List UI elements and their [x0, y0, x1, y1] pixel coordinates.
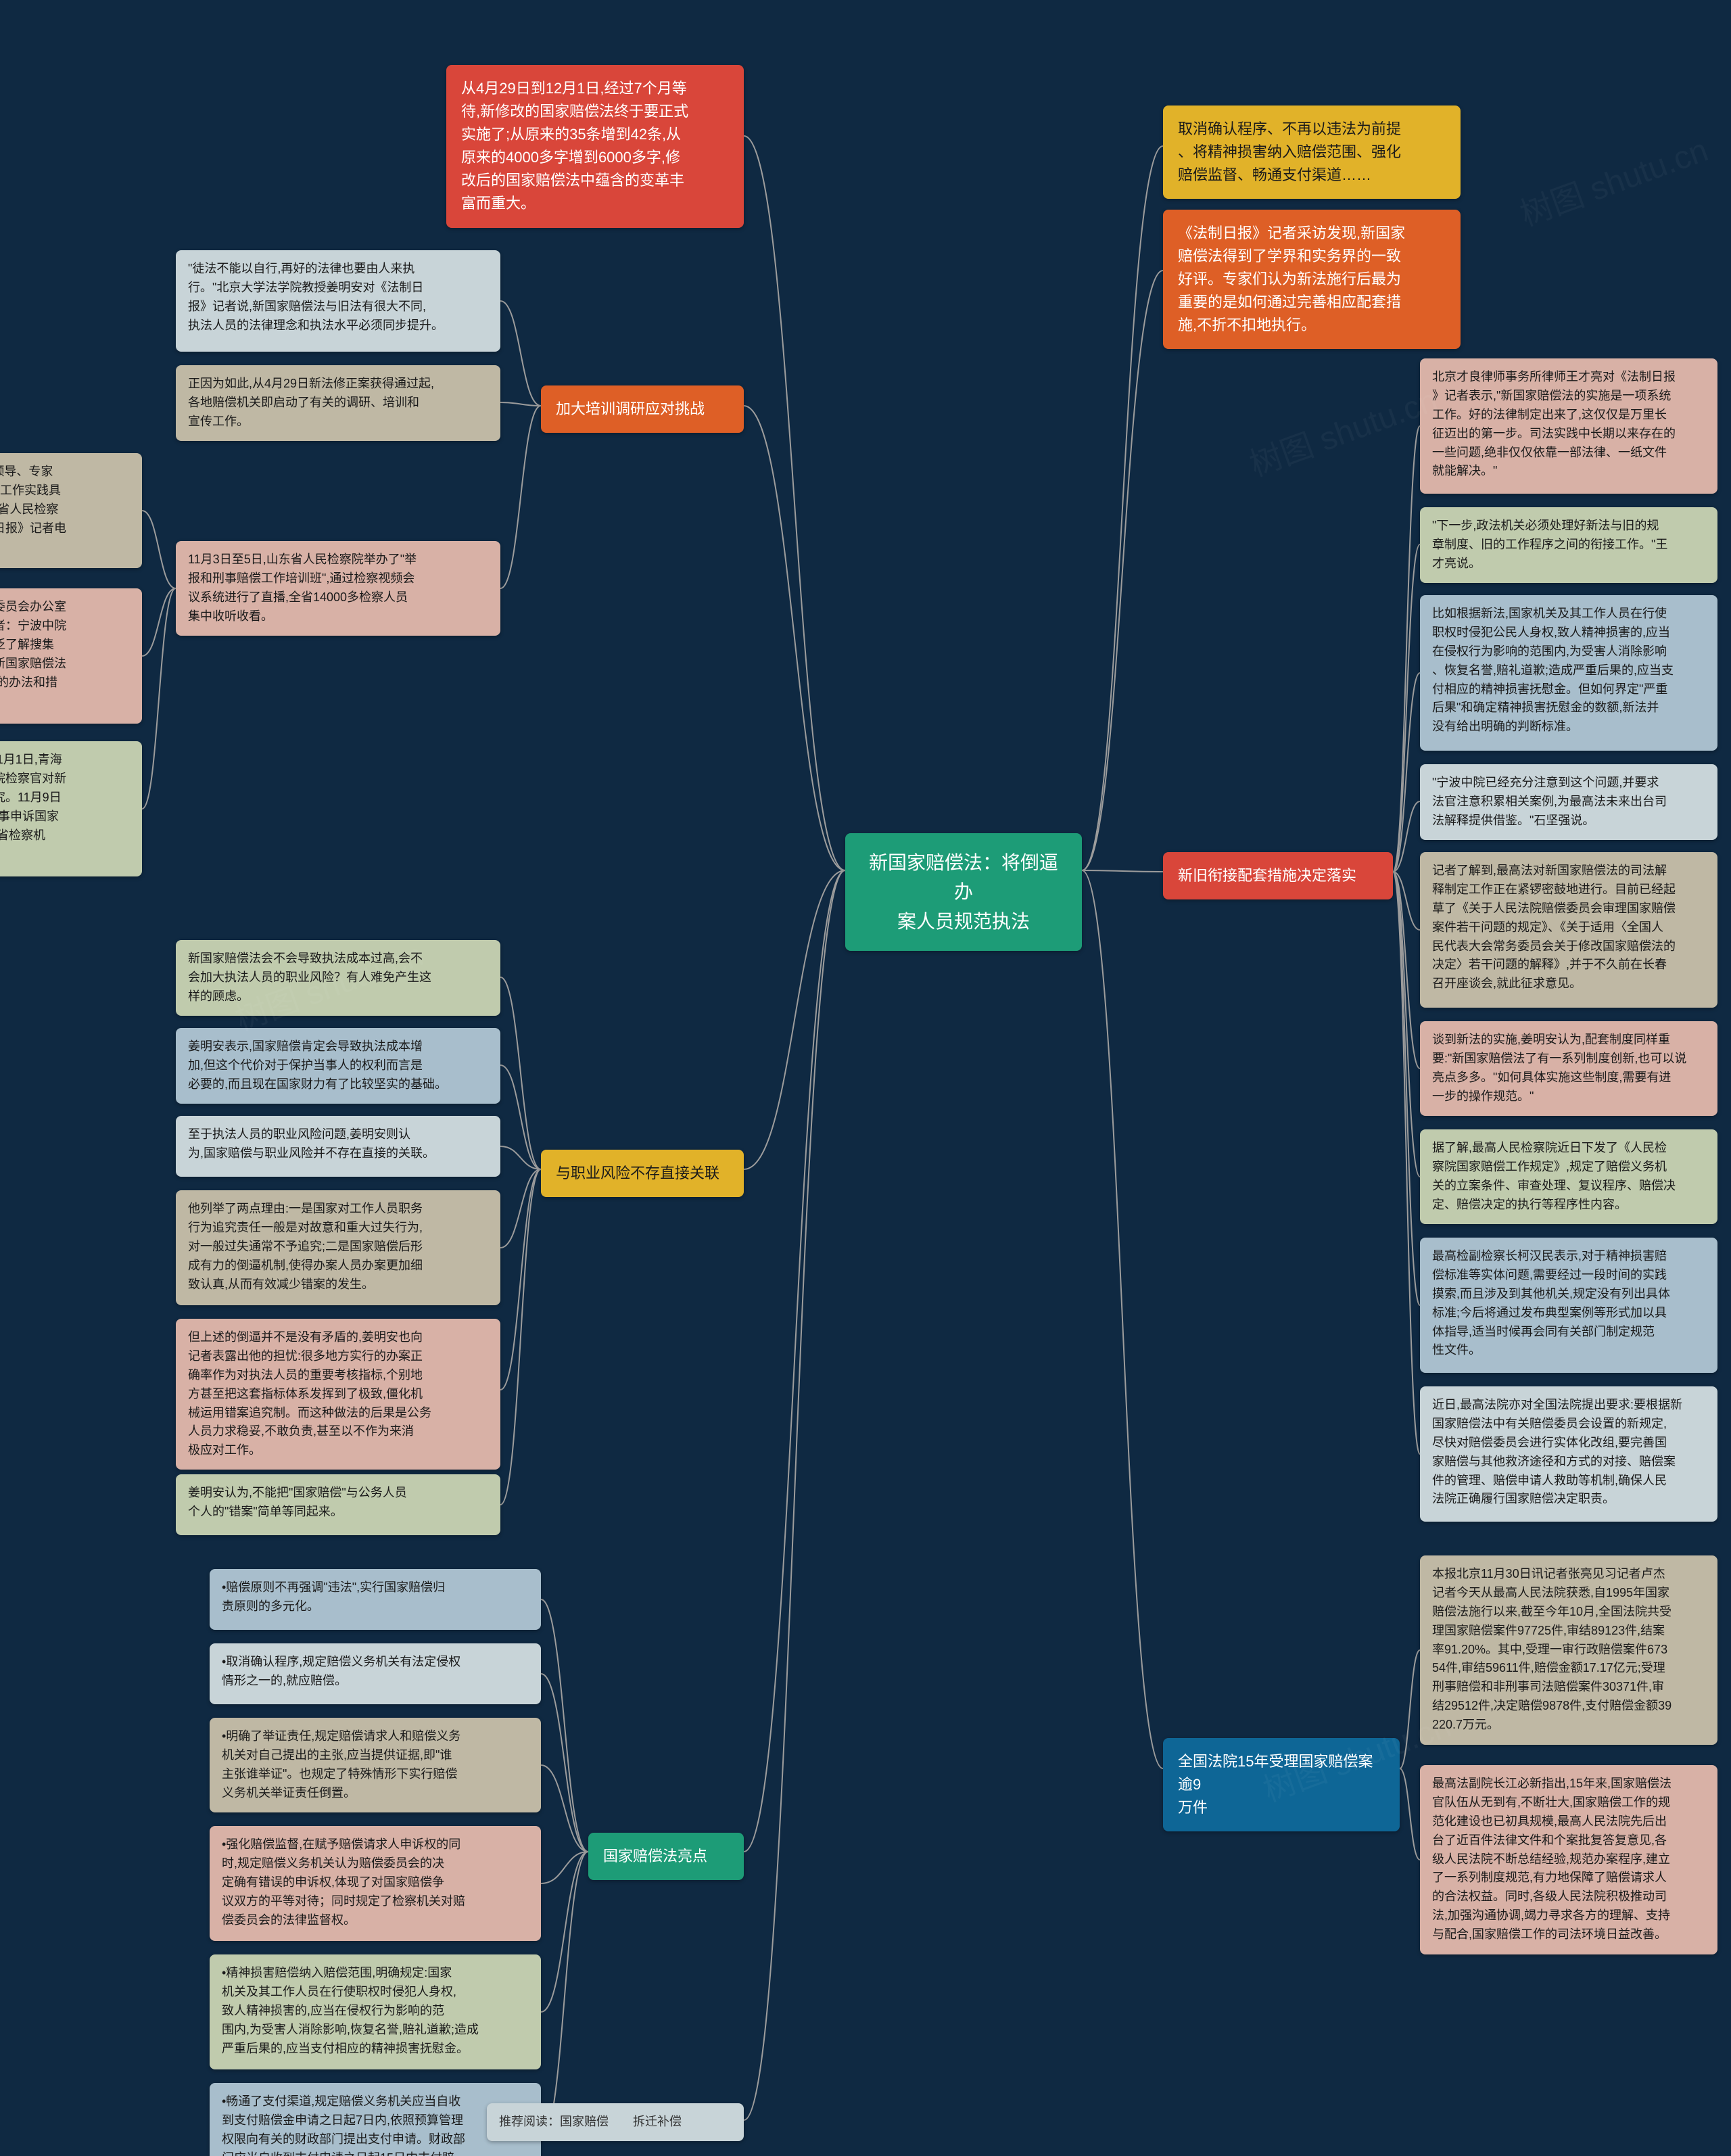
mindmap-node-b4a[interactable]: •赔偿原则不再强调"违法",实行国家赔偿归责原则的多元化。	[210, 1569, 541, 1630]
mindmap-node-b9[interactable]: 全国法院15年受理国家赔偿案逾9万件	[1163, 1738, 1400, 1831]
mindmap-node-b4b[interactable]: •取消确认程序,规定赔偿义务机关有法定侵权情形之一的,就应赔偿。	[210, 1643, 541, 1704]
mindmap-node-b9a[interactable]: 本报北京11月30日讯记者张亮见习记者卢杰记者今天从最高人民法院获悉,自1995…	[1420, 1555, 1717, 1745]
mindmap-node-b7[interactable]: 《法制日报》记者采访发现,新国家赔偿法得到了学界和实务界的一致好评。专家们认为新…	[1163, 210, 1461, 349]
mindmap-node-b9b[interactable]: 最高法副院长江必新指出,15年来,国家赔偿法官队伍从无到有,不断壮大,国家赔偿工…	[1420, 1765, 1717, 1954]
mindmap-node-b3[interactable]: 与职业风险不存直接关联	[541, 1150, 744, 1197]
watermark: 树图 shutu.cn	[1242, 373, 1443, 485]
mindmap-node-b8h[interactable]: 最高检副检察长柯汉民表示,对于精神损害赔偿标准等实体问题,需要经过一段时间的实践…	[1420, 1238, 1717, 1373]
mindmap-node-b2b[interactable]: 正因为如此,从4月29日新法修正案获得通过起,各地赔偿机关即启动了有关的调研、培…	[176, 365, 500, 441]
mindmap-node-b4[interactable]: 国家赔偿法亮点	[588, 1833, 744, 1880]
mindmap-node-b8b[interactable]: "下一步,政法机关必须处理好新法与旧的规章制度、旧的工作程序之间的衔接工作。"王…	[1420, 507, 1717, 583]
mindmap-node-b2c[interactable]: 11月3日至5日,山东省人民检察院举办了"举报和刑事赔偿工作培训班",通过检察视…	[176, 541, 500, 636]
mindmap-node-b1[interactable]: 从4月29日到12月1日,经过7个月等待,新修改的国家赔偿法终于要正式实施了;从…	[446, 65, 744, 228]
mindmap-node-b3d[interactable]: 他列举了两点理由:一是国家对工作人员职务行为追究责任一般是对故意和重大过失行为,…	[176, 1190, 500, 1305]
watermark: 树图 shutu.cn	[1513, 123, 1713, 235]
mindmap-node-b3b[interactable]: 姜明安表示,国家赔偿肯定会导致执法成本增加,但这个代价对于保护当事人的权利而言是…	[176, 1028, 500, 1104]
mindmap-node-b3e[interactable]: 但上述的倒逼并不是没有矛盾的,姜明安也向记者表露出他的担忧:很多地方实行的办案正…	[176, 1319, 500, 1470]
mindmap-node-b8d[interactable]: "宁波中院已经充分注意到这个问题,并要求法官注意积累相关案例,为最高法未来出台司…	[1420, 764, 1717, 840]
mindmap-node-b2c2[interactable]: 浙江省宁波市中级人民法院赔偿委员会办公室主任石坚强告诉《法制日报》记者：宁波中院…	[0, 588, 142, 724]
mindmap-node-root[interactable]: 新国家赔偿法：将倒逼办案人员规范执法	[845, 833, 1082, 951]
mindmap-node-b8e[interactable]: 记者了解到,最高法对新国家赔偿法的司法解释制定工作正在紧锣密鼓地进行。目前已经起…	[1420, 852, 1717, 1008]
mindmap-node-b5[interactable]: 推荐阅读：国家赔偿 拆迁补偿	[487, 2103, 744, 2141]
mindmap-node-b2c1[interactable]: "培训形式多样,内容丰富,不仅有领导、专家授课,还有先进单位的经验介绍,对工作实…	[0, 453, 142, 568]
mindmap-node-b2[interactable]: 加大培训调研应对挑战	[541, 385, 744, 433]
mindmap-node-b4d[interactable]: •强化赔偿监督,在赋予赔偿请求人申诉权的同时,规定赔偿义务机关认为赔偿委员会的决…	[210, 1826, 541, 1941]
mindmap-node-b8g[interactable]: 据了解,最高人民检察院近日下发了《人民检察院国家赔偿工作规定》,规定了赔偿义务机…	[1420, 1129, 1717, 1224]
mindmap-node-b3f[interactable]: 姜明安认为,不能把"国家赔偿"与公务人员个人的"错案"简单等同起来。	[176, 1474, 500, 1535]
mindmap-node-b2a[interactable]: "徒法不能以自行,再好的法律也要由人来执行。"北京大学法学院教授姜明安对《法制日…	[176, 250, 500, 352]
mindmap-node-b8f[interactable]: 谈到新法的实施,姜明安认为,配套制度同样重要:"新国家赔偿法了有一系列制度创新,…	[1420, 1021, 1717, 1116]
mindmap-node-b2c3[interactable]: 此外,记者还了解到,10月29日至11月1日,青海省检察院组织全省各级人民检察院…	[0, 741, 142, 876]
mindmap-node-b6[interactable]: 取消确认程序、不再以违法为前提、将精神损害纳入赔偿范围、强化赔偿监督、畅通支付渠…	[1163, 106, 1461, 199]
mindmap-node-b8c[interactable]: 比如根据新法,国家机关及其工作人员在行使职权时侵犯公民人身权,致人精神损害的,应…	[1420, 595, 1717, 751]
mindmap-node-b3c[interactable]: 至于执法人员的职业风险问题,姜明安则认为,国家赔偿与职业风险并不存在直接的关联。	[176, 1116, 500, 1177]
mindmap-node-b3a[interactable]: 新国家赔偿法会不会导致执法成本过高,会不会加大执法人员的职业风险？有人难免产生这…	[176, 940, 500, 1016]
mindmap-node-b4c[interactable]: •明确了举证责任,规定赔偿请求人和赔偿义务机关对自己提出的主张,应当提供证据,即…	[210, 1718, 541, 1812]
mindmap-node-b8i[interactable]: 近日,最高法院亦对全国法院提出要求:要根据新国家赔偿法中有关赔偿委员会设置的新规…	[1420, 1386, 1717, 1522]
mindmap-node-b8[interactable]: 新旧衔接配套措施决定落实	[1163, 852, 1393, 899]
mindmap-node-b8a[interactable]: 北京才良律师事务所律师王才亮对《法制日报》记者表示,"新国家赔偿法的实施是一项系…	[1420, 358, 1717, 494]
mindmap-node-b4e[interactable]: •精神损害赔偿纳入赔偿范围,明确规定:国家机关及其工作人员在行使职权时侵犯人身权…	[210, 1954, 541, 2069]
